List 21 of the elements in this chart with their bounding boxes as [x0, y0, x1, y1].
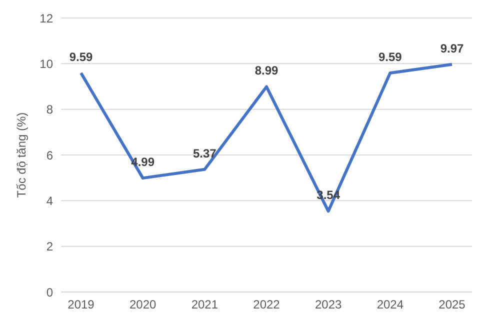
y-tick-label: 10 — [40, 56, 54, 71]
y-tick-label: 8 — [46, 102, 54, 117]
x-tick-label: 2025 — [438, 298, 466, 312]
x-tick-label: 2022 — [253, 298, 280, 312]
y-tick-label: 6 — [46, 148, 54, 162]
x-tick-label: 2023 — [314, 298, 342, 312]
x-tick-label: 2020 — [129, 298, 157, 312]
x-tick-label: 2024 — [376, 298, 404, 312]
y-tick-label: 12 — [40, 11, 54, 26]
y-axis-title: Tốc độ tăng (%) — [14, 112, 28, 198]
x-tick-label: 2019 — [68, 298, 95, 312]
data-label: 5.37 — [192, 146, 217, 160]
y-tick-label: 0 — [46, 285, 54, 300]
x-tick-label: 2021 — [191, 298, 218, 312]
data-label: 9.59 — [69, 50, 93, 64]
data-label: 8.99 — [254, 64, 278, 78]
data-label: 9.97 — [440, 41, 464, 56]
line-series — [80, 62, 454, 213]
y-tick-label: 2 — [46, 240, 54, 254]
y-tick-label: 4 — [46, 194, 54, 208]
data-label: 9.59 — [378, 50, 402, 64]
